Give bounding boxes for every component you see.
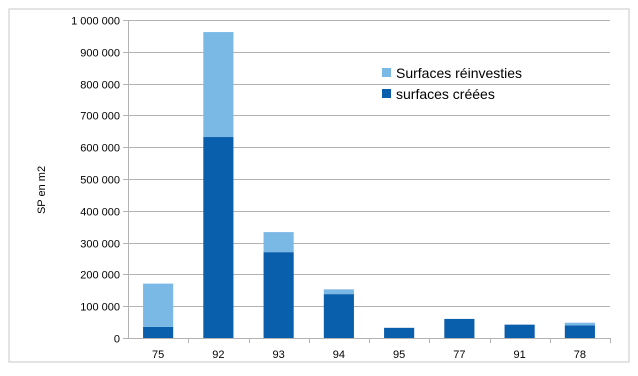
y-tick-label: 0 (114, 334, 120, 346)
x-tick-label: 78 (574, 349, 586, 361)
bar-77-creees (444, 318, 475, 338)
y-tick-label: 600 000 (80, 143, 120, 155)
legend-swatch (382, 68, 391, 77)
y-tick-label: 100 000 (80, 302, 120, 314)
y-tick-label: 1 000 000 (71, 16, 120, 28)
x-tick-label: 93 (273, 349, 285, 361)
y-tick-label: 500 000 (80, 175, 120, 187)
bar-94-creees (323, 294, 354, 338)
chart-border (8, 8, 630, 363)
y-tick-label: 800 000 (80, 80, 120, 92)
y-tick-label: 400 000 (80, 207, 120, 219)
bar-95-creees (384, 327, 415, 338)
x-tick-label: 92 (212, 349, 224, 361)
axes: 0 100 000 200 000 300 000 400 000 500 000 600 … (71, 16, 611, 361)
x-tick-label: 91 (514, 349, 526, 361)
legend: Surfaces réinvesties surfaces créées (382, 65, 522, 102)
gridlines (128, 20, 610, 307)
x-tick-label: 75 (152, 349, 164, 361)
y-tick-label: 300 000 (80, 239, 120, 251)
y-tick-label: 700 000 (80, 111, 120, 123)
legend-swatch (382, 89, 391, 98)
x-tick-label: 95 (393, 349, 405, 361)
x-tick-label: 94 (333, 349, 345, 361)
bar-94-reinvesties (323, 289, 354, 295)
x-tick-label: 77 (453, 349, 465, 361)
bar-92-creees (203, 137, 234, 338)
bars (143, 32, 595, 338)
bar-75-reinvesties (143, 283, 174, 327)
bar-78-creees (564, 325, 595, 338)
bar-92-reinvesties (203, 32, 234, 138)
bar-78-reinvesties (564, 322, 595, 326)
bar-91-creees (504, 324, 535, 338)
y-tick-label: 900 000 (80, 48, 120, 60)
y-tick-label: 200 000 (80, 270, 120, 282)
bar-93-creees (263, 252, 294, 338)
legend-label: surfaces créées (396, 86, 495, 102)
y-axis-label: SP en m2 (36, 166, 48, 214)
bar-93-reinvesties (263, 232, 294, 253)
bar-75-creees (143, 326, 174, 338)
legend-label: Surfaces réinvesties (396, 65, 522, 81)
